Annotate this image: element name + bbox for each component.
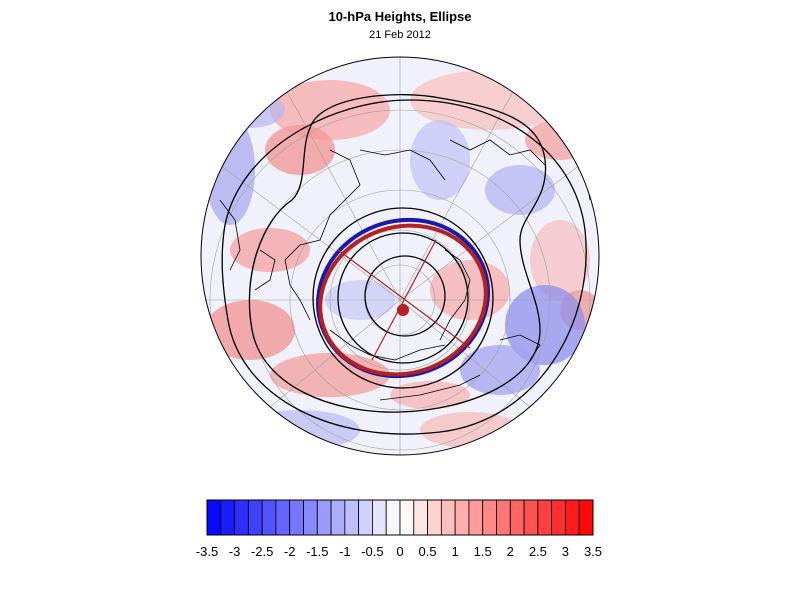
colorbar-tick-label: 2.5 <box>529 544 547 559</box>
colorbar-box <box>399 499 415 536</box>
colorbar-box <box>372 499 387 536</box>
globe <box>201 57 599 455</box>
colorbar-box <box>316 499 332 536</box>
colorbar-box <box>261 499 277 536</box>
globe-outline <box>200 56 600 456</box>
colorbar-boxes <box>206 499 594 536</box>
colorbar-tick-label: -1 <box>339 544 351 559</box>
colorbar-box <box>523 499 539 536</box>
colorbar-box <box>303 499 318 536</box>
colorbar-frame <box>206 499 594 536</box>
vortex-center <box>397 304 409 316</box>
colorbar-tick-label: -0.5 <box>361 544 383 559</box>
colorbar-tick-label: 1.5 <box>474 544 492 559</box>
colorbar-tick-label: -1.5 <box>306 544 328 559</box>
colorbar-tick-label: -3 <box>229 544 241 559</box>
colorbar-box <box>289 499 304 536</box>
colorbar-box <box>496 499 511 536</box>
colorbar-tick-label: -3.5 <box>196 544 218 559</box>
colorbar-box <box>468 499 484 536</box>
colorbar-box <box>578 499 594 536</box>
colorbar-tick-label: 1 <box>452 544 459 559</box>
colorbar-box <box>537 499 553 536</box>
colorbar-tick-label: 2 <box>507 544 514 559</box>
colorbar-box <box>427 499 442 536</box>
map-date: 21 Feb 2012 <box>369 29 431 41</box>
colorbar-tick-labels: -3.5 -3 -2.5 -2 -1.5 -1 -0.5 0 0.5 1 1.5 2 2.5 3 3.5 <box>196 544 602 559</box>
colorbar-box <box>565 499 580 536</box>
height-contours <box>221 94 587 435</box>
colorbar-box <box>440 499 456 536</box>
polar-map <box>200 56 600 456</box>
colorbar-box <box>330 499 346 536</box>
colorbar-box <box>275 499 291 536</box>
colorbar-tick-label: 0 <box>396 544 403 559</box>
colorbar-box <box>247 499 263 536</box>
colorbar-box <box>454 499 470 536</box>
colorbar-box <box>551 499 566 536</box>
vortex-ellipse <box>316 217 490 379</box>
colorbar-box <box>344 499 360 536</box>
colorbar-tick-label: 3.5 <box>584 544 602 559</box>
map-title: 10-hPa Heights, Ellipse <box>328 9 472 24</box>
colorbar-tick-label: -2 <box>284 544 296 559</box>
colorbar-box <box>509 499 525 536</box>
colorbar-box <box>413 499 428 536</box>
colorbar-tick-label: -2.5 <box>251 544 273 559</box>
colorbar-tick-label: 3 <box>562 544 569 559</box>
colorbar-box <box>385 499 401 536</box>
colorbar-box <box>234 499 249 536</box>
colorbar-box <box>482 499 497 536</box>
colorbar-box <box>220 499 235 536</box>
colorbar-tick-label: 0.5 <box>419 544 437 559</box>
colorbar-box <box>358 499 373 536</box>
colorbar-box <box>206 499 222 536</box>
